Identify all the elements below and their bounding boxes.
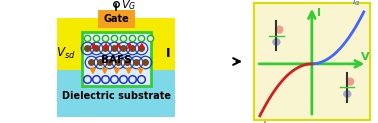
Ellipse shape: [272, 38, 280, 46]
Bar: [57, 70, 175, 117]
Text: Gate: Gate: [103, 14, 129, 24]
Text: V: V: [361, 52, 370, 62]
Ellipse shape: [275, 25, 284, 34]
Text: $V_G$: $V_G$: [121, 0, 136, 12]
Text: $V_{sd}$: $V_{sd}$: [56, 46, 76, 61]
Text: $I_{\beta}$: $I_{\beta}$: [262, 119, 271, 123]
Text: I: I: [317, 8, 321, 18]
Ellipse shape: [343, 90, 352, 98]
Text: I: I: [166, 47, 170, 60]
Bar: [82, 32, 151, 86]
Text: $I_{\alpha}$: $I_{\alpha}$: [352, 0, 361, 8]
Ellipse shape: [346, 77, 354, 86]
Bar: [98, 10, 135, 28]
Text: Dielectric substrate: Dielectric substrate: [62, 91, 171, 101]
Bar: [57, 18, 175, 117]
Text: BAFS: BAFS: [101, 55, 132, 65]
